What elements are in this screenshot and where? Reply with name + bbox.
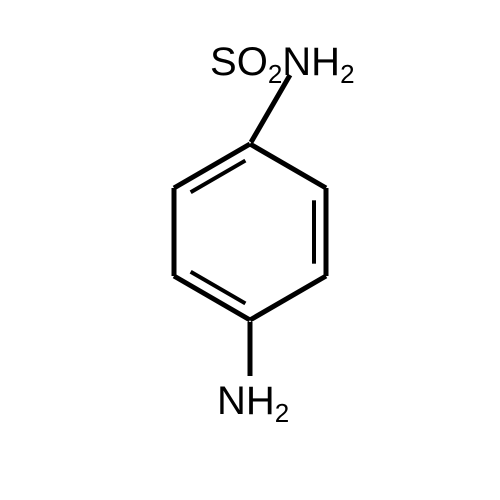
molecule-diagram: SO2NH2 NH2 — [0, 0, 500, 500]
bonds-group — [174, 144, 326, 320]
substituents-group: SO2NH2 NH2 — [210, 40, 355, 428]
atom-label: NH2 — [217, 379, 289, 428]
atom-label: SO2NH2 — [210, 40, 355, 89]
